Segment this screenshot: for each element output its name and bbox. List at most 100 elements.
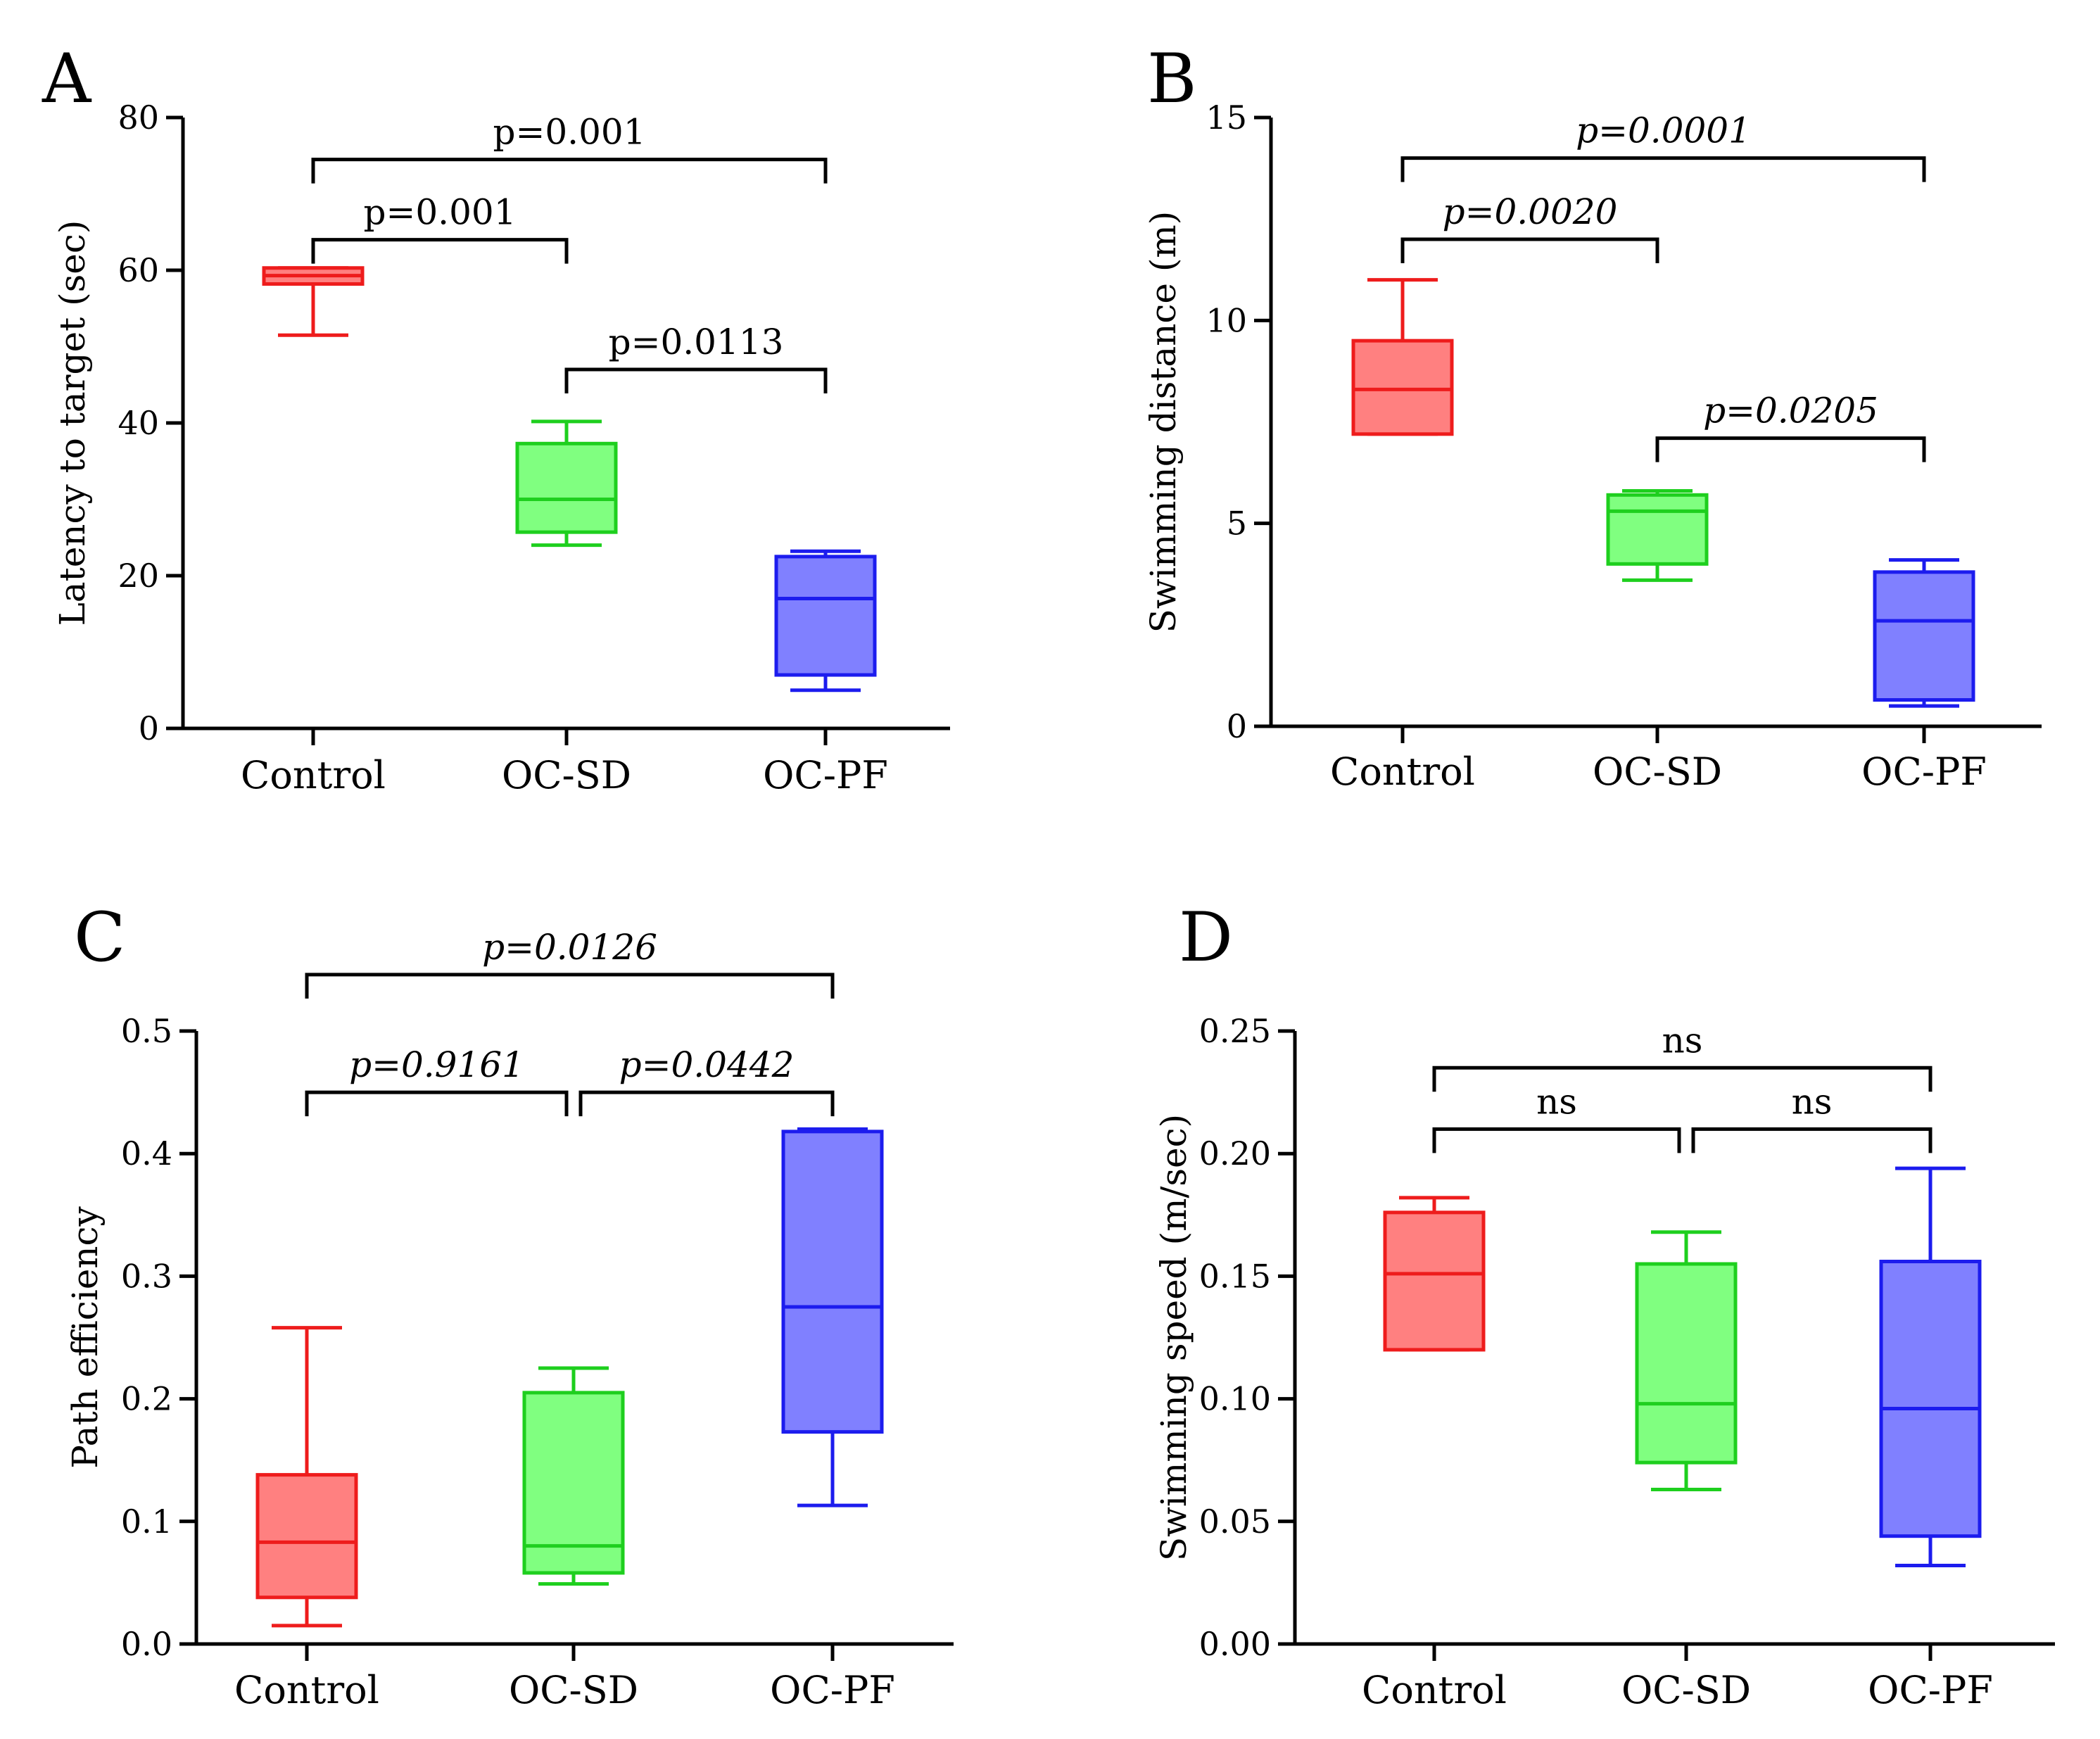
box-control: Control (1362, 1196, 1507, 1712)
panel-letter: D (1179, 898, 1233, 977)
category-label: OC-SD (1593, 750, 1722, 794)
box-oc-sd: OC-SD (1593, 489, 1722, 794)
p-value-label: p=0.0126 (482, 927, 657, 968)
p-value-label: p=0.0001 (1576, 110, 1751, 151)
bracket-line (311, 238, 569, 264)
significance-bracket: p=0.0113 (564, 322, 828, 394)
category-label: Control (1362, 1668, 1507, 1712)
panel-b: B 0 5 10 15 Swimming distance (m) Control OC-SD… (1143, 39, 2042, 794)
box-control: Control (1330, 278, 1475, 794)
y-tick-label: 15 (1206, 99, 1247, 137)
iqr-box (1879, 1259, 1982, 1538)
bracket-line (1691, 1127, 1933, 1153)
category-label: OC-SD (509, 1668, 638, 1712)
box-oc-sd: OC-SD (509, 1366, 638, 1712)
category-label: OC-PF (770, 1668, 895, 1712)
y-axis-label: Path efficiency (65, 1206, 106, 1468)
bracket-line (1400, 237, 1659, 263)
y-tick-label: 0.10 (1199, 1380, 1271, 1418)
y-tick-label: 0.20 (1199, 1134, 1271, 1172)
box-oc-pf: OC-PF (1868, 1166, 1993, 1712)
bracket-line (311, 158, 828, 184)
category-label: OC-PF (1861, 750, 1987, 794)
bracket-line (1400, 156, 1926, 182)
iqr-box (522, 1391, 625, 1575)
y-tick-label: 5 (1227, 505, 1247, 543)
box-oc-pf: OC-PF (1861, 558, 1987, 794)
category-label: OC-PF (763, 753, 888, 797)
box-control: Control (241, 266, 386, 797)
iqr-box (781, 1130, 884, 1434)
p-value-label: p=0.9161 (349, 1044, 524, 1085)
panel-letter: A (42, 39, 92, 118)
bracket-line (1432, 1065, 1933, 1092)
bracket-line (305, 1090, 569, 1117)
y-tick-label: 0.4 (121, 1134, 172, 1172)
y-axis-label: Latency to target (sec) (52, 220, 93, 626)
bracket-line (305, 973, 835, 999)
significance-bracket: p=0.0126 (305, 927, 835, 999)
category-label: OC-PF (1868, 1668, 1993, 1712)
category-label: Control (1330, 750, 1475, 794)
p-value-label: ns (1662, 1020, 1703, 1061)
y-tick-label: 0.00 (1199, 1625, 1271, 1663)
box-oc-pf: OC-PF (770, 1127, 895, 1712)
panel-letter: B (1147, 39, 1197, 118)
iqr-box (1351, 339, 1454, 436)
y-tick-label: 80 (118, 99, 159, 137)
significance-bracket: p=0.0442 (578, 1044, 835, 1117)
p-value-label: p=0.001 (493, 112, 645, 153)
p-value-label: ns (1536, 1081, 1577, 1122)
significance-bracket: p=0.0001 (1400, 110, 1926, 182)
y-tick-label: 0.15 (1199, 1257, 1271, 1295)
y-tick-label: 0.3 (121, 1257, 172, 1295)
y-tick-label: 10 (1206, 301, 1247, 339)
y-axis-label: Swimming distance (m) (1143, 211, 1184, 633)
bracket-line (564, 367, 828, 394)
panel-d: D 0.00 0.05 0.10 0.15 0.20 0.25 Swimming speed … (1153, 898, 2055, 1712)
category-label: Control (234, 1668, 379, 1712)
y-tick-label: 40 (118, 404, 159, 442)
y-tick-label: 0.1 (121, 1503, 172, 1541)
box-control: Control (234, 1326, 379, 1712)
iqr-box (515, 441, 618, 534)
y-tick-label: 0.05 (1199, 1503, 1271, 1541)
box-oc-sd: OC-SD (1621, 1230, 1751, 1712)
significance-bracket: p=0.0205 (1655, 391, 1926, 462)
y-tick-label: 0.25 (1199, 1012, 1271, 1050)
category-label: OC-SD (502, 753, 631, 797)
iqr-box (774, 555, 877, 677)
iqr-box (255, 1473, 358, 1600)
p-value-label: ns (1792, 1081, 1833, 1122)
iqr-box (1606, 493, 1709, 566)
box-oc-pf: OC-PF (763, 549, 888, 797)
y-tick-label: 20 (118, 557, 159, 595)
panel-c: C 0.0 0.1 0.2 0.3 0.4 0.5 Path efficiency Contro… (65, 898, 954, 1712)
bracket-line (578, 1090, 835, 1117)
bracket-line (1432, 1127, 1681, 1153)
significance-bracket: ns (1691, 1081, 1933, 1153)
significance-bracket: p=0.0020 (1400, 191, 1659, 263)
y-tick-label: 0 (1227, 707, 1247, 745)
iqr-box (1873, 570, 1975, 702)
panels-root: A 0 20 40 60 80 Latency to target (sec) Control… (42, 39, 2055, 1712)
significance-bracket: ns (1432, 1020, 1933, 1092)
bracket-line (1655, 436, 1926, 462)
y-tick-label: 60 (118, 251, 159, 289)
significance-bracket: p=0.9161 (305, 1044, 569, 1117)
panel-letter: C (74, 898, 125, 977)
y-tick-label: 0.5 (121, 1012, 172, 1050)
y-tick-label: 0.2 (121, 1380, 172, 1418)
box-oc-sd: OC-SD (502, 419, 631, 797)
significance-bracket: p=0.001 (311, 192, 569, 264)
p-value-label: p=0.0205 (1703, 391, 1878, 431)
category-label: OC-SD (1621, 1668, 1751, 1712)
y-axis-label: Swimming speed (m/sec) (1153, 1114, 1194, 1561)
p-value-label: p=0.001 (363, 192, 516, 233)
p-value-label: p=0.0442 (619, 1044, 795, 1085)
iqr-box (1635, 1262, 1738, 1465)
y-tick-label: 0 (139, 709, 159, 747)
p-value-label: p=0.0113 (609, 322, 784, 362)
panel-a: A 0 20 40 60 80 Latency to target (sec) Control… (42, 39, 950, 797)
